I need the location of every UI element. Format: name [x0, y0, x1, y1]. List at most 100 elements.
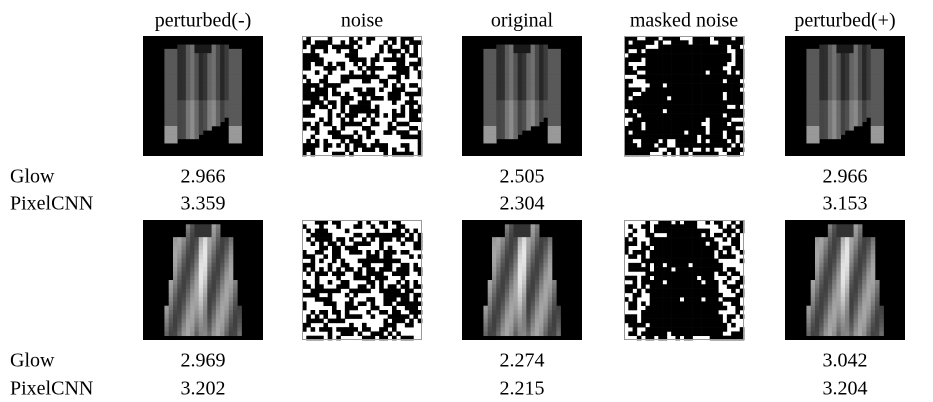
pixel — [628, 105, 633, 110]
pixel — [535, 297, 540, 302]
pixel — [849, 280, 854, 285]
pixel — [828, 105, 833, 110]
pixel — [401, 113, 406, 118]
pixel — [207, 314, 212, 319]
pixel — [164, 319, 169, 324]
pixel — [824, 57, 829, 62]
pixel — [836, 310, 841, 315]
pixel — [505, 70, 510, 75]
pixel — [345, 246, 350, 251]
pixel — [552, 83, 557, 88]
pixel — [650, 301, 655, 306]
pixel — [194, 280, 199, 285]
pixel — [509, 267, 514, 272]
pixel — [535, 57, 540, 62]
pixel — [824, 297, 829, 302]
pixel — [535, 310, 540, 315]
pixel — [216, 276, 221, 281]
pixel — [710, 289, 715, 294]
pixel — [832, 314, 837, 319]
pixel — [173, 105, 178, 110]
pixel — [684, 297, 689, 302]
pixel — [483, 105, 488, 110]
pixel — [190, 237, 195, 242]
pixel — [319, 310, 324, 315]
pixel — [645, 75, 650, 80]
pixel — [556, 314, 561, 319]
pixel — [531, 70, 536, 75]
pixel — [858, 284, 863, 289]
pixel — [483, 310, 488, 315]
pixel — [388, 92, 393, 97]
pixel — [828, 246, 833, 251]
pixel — [526, 92, 531, 97]
pixel — [173, 96, 178, 101]
pixel — [319, 267, 324, 272]
pixel — [535, 83, 540, 88]
pixel — [496, 105, 501, 110]
pixel — [828, 293, 833, 298]
pixel — [854, 117, 859, 122]
pixel — [401, 45, 406, 50]
pixel — [518, 83, 523, 88]
pixel — [663, 92, 668, 97]
pixel — [688, 135, 693, 140]
pixel — [311, 147, 316, 152]
pixel — [332, 306, 337, 311]
pixel — [212, 105, 217, 110]
pixel — [633, 126, 638, 131]
pixel — [177, 267, 182, 272]
pixel — [345, 53, 350, 58]
pixel — [871, 246, 876, 251]
pixel — [832, 113, 837, 118]
pixel — [735, 45, 740, 50]
pixel — [237, 109, 242, 114]
pixel — [315, 70, 320, 75]
pixel — [379, 276, 384, 281]
pixel — [496, 79, 501, 84]
pixel — [735, 331, 740, 336]
pixel — [194, 271, 199, 276]
pixel — [315, 130, 320, 135]
pixel — [518, 254, 523, 259]
pixel — [207, 109, 212, 114]
pixel — [548, 92, 553, 97]
pixel — [306, 57, 311, 62]
pixel — [375, 331, 380, 336]
pixel — [401, 276, 406, 281]
pixel — [216, 53, 221, 58]
pixel — [505, 233, 510, 238]
pixel — [212, 293, 217, 298]
pixel — [849, 293, 854, 298]
pixel — [332, 105, 337, 110]
pixel — [714, 293, 719, 298]
pixel — [371, 117, 376, 122]
pixel — [224, 70, 229, 75]
pixel — [371, 109, 376, 114]
pixel — [362, 143, 367, 148]
pixel — [671, 96, 676, 101]
pixel — [194, 331, 199, 336]
pixel — [371, 57, 376, 62]
pixel — [671, 113, 676, 118]
pixel — [556, 319, 561, 324]
pixel — [509, 117, 514, 122]
pixel — [693, 224, 698, 229]
pixel — [628, 122, 633, 127]
pixel — [405, 147, 410, 152]
pixel — [654, 75, 659, 80]
pixel — [358, 135, 363, 140]
pixel — [220, 263, 225, 268]
pixel — [182, 79, 187, 84]
pixel — [806, 126, 811, 131]
pixel — [663, 323, 668, 328]
pixel — [388, 301, 393, 306]
pixel — [858, 75, 863, 80]
pixel — [341, 327, 346, 332]
row-label: PixelCNN — [10, 378, 93, 400]
pixel — [556, 130, 561, 135]
pixel — [727, 87, 732, 92]
pixel — [505, 53, 510, 58]
pixel — [858, 237, 863, 242]
pixel — [383, 130, 388, 135]
